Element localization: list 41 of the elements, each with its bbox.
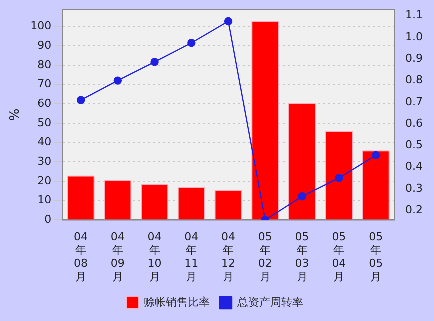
y2-tick-label: 0.7 — [406, 95, 424, 108]
y-tick-label: 100 — [30, 20, 52, 33]
y-axis-title: % — [8, 108, 24, 122]
x-tick-label: 04年08月 — [74, 230, 88, 284]
point — [188, 39, 196, 48]
y-tick-label: 40 — [38, 136, 52, 149]
legend-label: 总资产周转率 — [236, 296, 304, 309]
point — [335, 174, 344, 182]
y2-tick-label: 0.5 — [406, 138, 424, 152]
y-tick-label: 90 — [38, 39, 52, 52]
point — [76, 96, 86, 104]
x-tick-label: 04年11月 — [184, 230, 199, 284]
y2-tick-label: 0.4 — [406, 160, 424, 174]
y2-tick-label: 0.2 — [406, 204, 424, 217]
y2-tick-label: 0.8 — [406, 74, 424, 87]
y-tick-label: 0 — [44, 213, 52, 226]
y2-tick-label: 0.9 — [406, 52, 424, 66]
legend-label: 赊帐销售比率 — [144, 296, 210, 309]
y-tick-label: 50 — [38, 116, 52, 130]
y-tick-label: 60 — [38, 97, 52, 110]
y-tick-label: 20 — [38, 174, 52, 188]
x-tick-label: 05年03月 — [295, 230, 310, 284]
y-tick-label: 70 — [38, 78, 52, 91]
point — [150, 58, 159, 66]
point — [114, 76, 122, 85]
y2-tick-label: 1.0 — [406, 30, 424, 44]
x-tick-label: 04年10月 — [148, 230, 162, 284]
y2-tick-label: 1.1 — [406, 8, 424, 22]
x-tick-label: 05年04月 — [332, 230, 346, 284]
x-tick-label: 04年12月 — [222, 230, 236, 284]
y-tick-label: 10 — [38, 194, 52, 207]
x-tick-label: 05年02月 — [258, 230, 272, 284]
point — [298, 192, 306, 201]
x-tick-label: 04年09月 — [110, 230, 125, 284]
x-tick-label: 05年05月 — [369, 230, 384, 284]
point — [372, 151, 380, 160]
y2-tick-label: 0.3 — [406, 182, 424, 195]
y-tick-label: 30 — [38, 155, 52, 168]
y-tick-label: 80 — [38, 58, 52, 72]
y2-tick-label: 0.6 — [406, 116, 424, 130]
point — [224, 17, 233, 26]
